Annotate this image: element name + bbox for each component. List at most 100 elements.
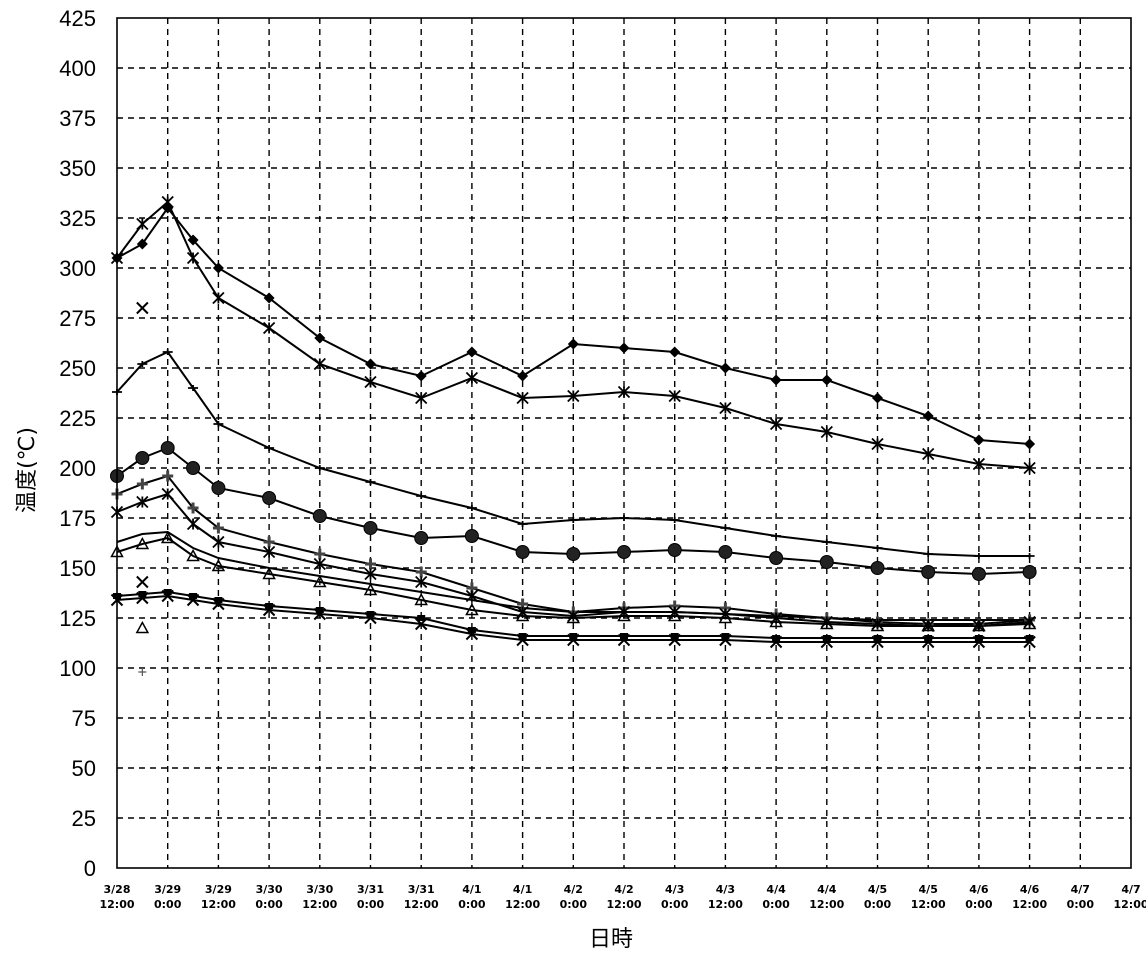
x-tick-label-date: 3/30: [256, 883, 283, 896]
x-tick-label-time: 0:00: [864, 898, 892, 911]
plot-frame: [116, 17, 1132, 869]
marker-layer: [110, 195, 1037, 676]
y-tick-label: 300: [59, 256, 96, 281]
series-markers-10: [110, 589, 1036, 649]
x-tick-label-time: 12:00: [1113, 898, 1146, 911]
x-tick-label-date: 4/1: [462, 883, 481, 896]
marker-x: [364, 611, 377, 625]
y-tick-label: 250: [59, 356, 96, 381]
marker-cross: [263, 536, 275, 548]
marker-cross: [187, 502, 199, 514]
marker-x: [414, 617, 428, 631]
marker-x: [136, 591, 149, 605]
marker-square: [873, 635, 882, 641]
marker-circle: [566, 547, 581, 561]
marker-square: [366, 611, 375, 617]
y-tick-label: 150: [59, 556, 96, 581]
marker-triangle: [566, 610, 581, 624]
x-tick-label-time: 12:00: [404, 898, 439, 911]
marker-square: [721, 633, 730, 639]
marker-star: [871, 437, 884, 451]
y-tick-label: 225: [59, 406, 96, 431]
marker-triangle: [186, 548, 200, 562]
marker-triangle: [1022, 616, 1037, 630]
x-tick-label-date: 4/3: [665, 883, 684, 896]
marker-dash: [365, 479, 376, 485]
marker-circle: [971, 567, 986, 581]
marker-star: [364, 375, 377, 389]
marker-dash: [416, 493, 427, 499]
marker-star: [415, 575, 428, 589]
marker-square: [924, 635, 933, 641]
marker-dash: [872, 545, 883, 551]
marker-x: [516, 633, 529, 647]
marker-x: [820, 635, 834, 649]
marker-dash: [669, 517, 680, 523]
marker-diamond: [365, 358, 376, 370]
marker-circle: [819, 555, 834, 569]
marker-diamond: [136, 238, 148, 250]
marker-star: [212, 291, 225, 305]
x-tick-label-time: 0:00: [661, 898, 689, 911]
marker-cross: [212, 522, 224, 534]
marker-star: [136, 217, 149, 231]
y-tick-label: 75: [72, 706, 96, 731]
x-tick-label-time: 12:00: [1012, 898, 1047, 911]
marker-triangle: [972, 618, 986, 632]
x-tick-label-time: 12:00: [201, 898, 236, 911]
marker-triangle: [465, 602, 479, 616]
marker-x: [465, 627, 479, 641]
marker-square: [189, 593, 198, 599]
marker-circle: [769, 551, 784, 565]
x-tick-label-time: 0:00: [255, 898, 283, 911]
marker-dash: [314, 465, 325, 471]
y-axis-label: 温度(℃): [15, 427, 40, 513]
marker-triangle: [667, 608, 682, 622]
y-tick-label: 275: [59, 306, 96, 331]
marker-diamond: [821, 374, 833, 386]
series-markers-4: [110, 441, 1037, 581]
marker-square: [974, 635, 983, 641]
marker-dash: [1024, 553, 1035, 559]
marker-star: [415, 391, 428, 405]
marker-star: [465, 589, 479, 603]
marker-tick: [138, 668, 147, 676]
marker-star: [617, 385, 631, 399]
marker-dash: [720, 525, 731, 531]
marker-star: [262, 545, 276, 559]
marker-square: [265, 603, 274, 609]
marker-star: [364, 567, 377, 581]
series-markers-1: [111, 202, 1036, 450]
marker-triangle: [262, 566, 276, 580]
marker-diamond: [1024, 438, 1036, 450]
marker-star: [313, 357, 326, 371]
marker-triangle: [211, 558, 226, 572]
marker-triangle: [769, 614, 783, 628]
marker-x: [313, 607, 327, 621]
x-axis-label: 日時: [589, 927, 633, 952]
x-tick-label-date: 3/29: [154, 883, 181, 896]
x-tick-label-date: 4/2: [564, 883, 583, 896]
marker-star: [769, 417, 783, 431]
marker-x: [186, 593, 200, 607]
marker-cross: [162, 470, 174, 482]
x-tick-label-time: 0:00: [965, 898, 993, 911]
marker-x: [719, 633, 732, 647]
marker-x: [1023, 635, 1036, 649]
marker-square: [214, 597, 223, 603]
marker-star: [262, 321, 276, 335]
gridlines: [117, 18, 1131, 868]
series-markers-2: [110, 195, 1036, 475]
marker-circle: [211, 481, 226, 495]
marker-square: [467, 627, 476, 633]
y-tick-label: 50: [72, 756, 96, 781]
marker-star: [516, 391, 529, 405]
marker-star: [465, 371, 479, 385]
marker-x: [136, 301, 149, 315]
marker-star: [161, 487, 174, 501]
marker-x: [567, 633, 580, 647]
x-tick-label-date: 4/6: [1020, 883, 1040, 896]
marker-dash: [568, 517, 579, 523]
marker-dash: [923, 551, 934, 557]
